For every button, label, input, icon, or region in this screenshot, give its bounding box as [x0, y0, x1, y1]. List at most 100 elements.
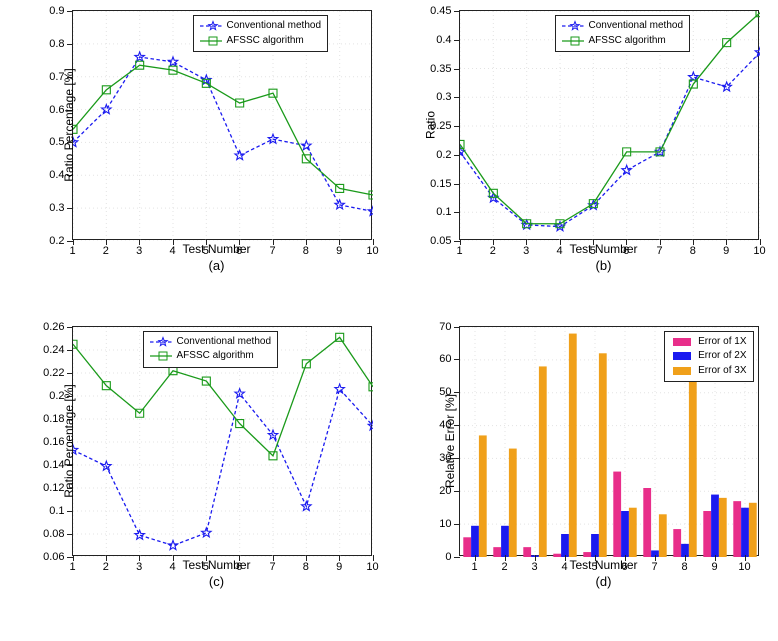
legend-swatch-1 — [562, 35, 584, 47]
bar-2-7 — [688, 376, 696, 557]
ytick-label: 70 — [439, 321, 451, 333]
legend-item-0: Conventional method — [150, 335, 272, 350]
xtick-label: 5 — [590, 245, 596, 257]
legend-item-0: Conventional method — [200, 19, 322, 34]
ytick-label: 0.3 — [49, 202, 64, 214]
ylabel-d: Relative Error [%] — [443, 393, 457, 487]
bar-0-6 — [643, 488, 651, 557]
legend-swatch-0 — [200, 20, 222, 32]
xtick-label: 4 — [169, 561, 175, 573]
ytick-label: 0.8 — [49, 38, 64, 50]
caption-c: (c) — [209, 574, 224, 589]
xtick-label: 8 — [303, 561, 309, 573]
xtick-label: 6 — [236, 245, 242, 257]
ytick-label: 0.9 — [49, 5, 64, 17]
legend-label-1: Error of 2X — [698, 349, 746, 364]
xtick-label: 2 — [103, 561, 109, 573]
legend-c: Conventional methodAFSSC algorithm — [143, 331, 279, 368]
plot-c: 0.060.080.10.120.140.160.180.20.220.240.… — [72, 326, 372, 556]
xtick-label: 10 — [366, 245, 378, 257]
legend-item-2: Error of 3X — [671, 364, 746, 379]
ytick-label: 0.15 — [430, 178, 451, 190]
legend-item-1: AFSSC algorithm — [150, 349, 272, 364]
bar-0-3 — [553, 553, 561, 556]
ytick-label: 0.2 — [436, 149, 451, 161]
xtick-label: 9 — [723, 245, 729, 257]
bar-1-9 — [741, 507, 749, 556]
ytick-label: 0.05 — [430, 235, 451, 247]
xtick-label: 1 — [69, 245, 75, 257]
xtick-label: 10 — [366, 561, 378, 573]
legend-label-0: Conventional method — [227, 19, 322, 34]
xtick-label: 2 — [501, 561, 507, 573]
ylabel-b: Ratio — [423, 111, 437, 139]
legend-item-1: AFSSC algorithm — [562, 34, 684, 49]
bar-1-5 — [621, 511, 629, 557]
series-line-0 — [73, 57, 373, 211]
xtick-label: 10 — [753, 245, 765, 257]
bar-2-4 — [598, 353, 606, 557]
legend-swatch-1 — [671, 351, 693, 361]
ytick-label: 0.06 — [43, 551, 64, 563]
ytick-label: 0 — [445, 551, 451, 563]
xtick-label: 4 — [169, 245, 175, 257]
xtick-label: 9 — [336, 245, 342, 257]
legend-label-1: AFSSC algorithm — [589, 34, 666, 49]
legend-item-1: Error of 2X — [671, 349, 746, 364]
xtick-label: 6 — [621, 561, 627, 573]
series-line-0 — [73, 389, 373, 545]
ytick-label: 0.3 — [436, 91, 451, 103]
xtick-label: 1 — [471, 561, 477, 573]
ytick-label: 0.24 — [43, 344, 64, 356]
plot-a: 0.20.30.40.50.60.70.80.912345678910 Rati… — [72, 10, 372, 240]
xtick-label: 1 — [456, 245, 462, 257]
ytick-label: 0.4 — [436, 34, 451, 46]
xtick-label: 8 — [303, 245, 309, 257]
bar-0-1 — [493, 547, 501, 557]
xtick-label: 9 — [711, 561, 717, 573]
panel-c: 0.060.080.10.120.140.160.180.20.220.240.… — [10, 326, 381, 632]
bar-1-0 — [471, 525, 479, 556]
caption-d: (d) — [596, 574, 612, 589]
xtick-label: 10 — [738, 561, 750, 573]
xtick-label: 3 — [531, 561, 537, 573]
ytick-label: 0.45 — [430, 5, 451, 17]
xtick-label: 2 — [490, 245, 496, 257]
bar-2-3 — [568, 333, 576, 556]
legend-label-1: AFSSC algorithm — [177, 349, 254, 364]
bar-2-8 — [718, 497, 726, 556]
bar-2-6 — [658, 514, 666, 557]
xtick-label: 4 — [556, 245, 562, 257]
xtick-label: 6 — [236, 561, 242, 573]
xtick-label: 7 — [651, 561, 657, 573]
legend-swatch-1 — [200, 35, 222, 47]
bar-2-1 — [508, 448, 516, 556]
plot-d: 01020304050607012345678910 Relative Erro… — [459, 326, 759, 556]
bar-1-4 — [591, 534, 599, 557]
ytick-label: 0.26 — [43, 321, 64, 333]
bar-1-3 — [561, 534, 569, 557]
legend-swatch-0 — [671, 337, 693, 347]
caption-a: (a) — [209, 258, 225, 273]
xtick-label: 7 — [269, 561, 275, 573]
ytick-label: 10 — [439, 518, 451, 530]
xtick-label: 4 — [561, 561, 567, 573]
legend-swatch-2 — [671, 366, 693, 376]
xtick-label: 3 — [136, 561, 142, 573]
ytick-label: 0.22 — [43, 367, 64, 379]
xtick-label: 5 — [591, 561, 597, 573]
legend-label-0: Conventional method — [177, 335, 272, 350]
bar-0-4 — [583, 552, 591, 557]
panel-b: 0.050.10.150.20.250.30.350.40.4512345678… — [397, 10, 768, 316]
legend-b: Conventional methodAFSSC algorithm — [555, 15, 691, 52]
legend-d: Error of 1XError of 2XError of 3X — [664, 331, 753, 383]
legend-swatch-1 — [150, 350, 172, 362]
legend-label-2: Error of 3X — [698, 364, 746, 379]
legend-swatch-0 — [562, 20, 584, 32]
bar-2-2 — [538, 366, 546, 557]
ytick-label: 60 — [439, 353, 451, 365]
bar-0-9 — [733, 501, 741, 557]
ylabel-c: Ratio Percentage [%] — [62, 384, 76, 497]
ytick-label: 0.2 — [49, 235, 64, 247]
bar-0-2 — [523, 547, 531, 557]
